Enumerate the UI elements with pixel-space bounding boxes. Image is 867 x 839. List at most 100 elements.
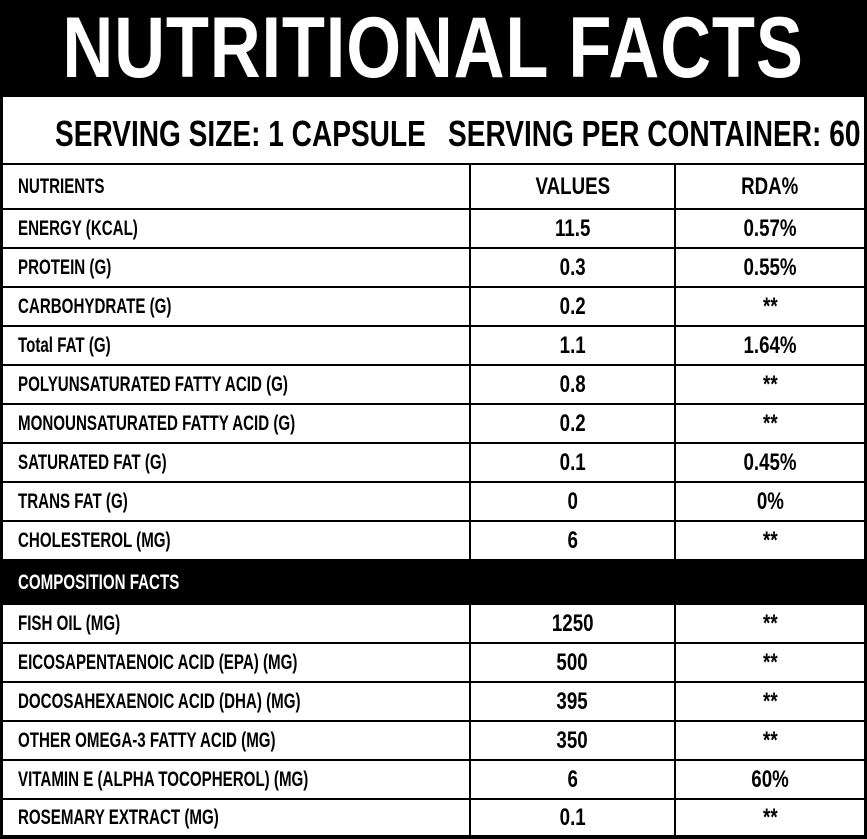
table-cell: 1.64%	[676, 327, 864, 364]
column-header: VALUES	[535, 172, 610, 200]
table-cell: 0.1	[471, 444, 676, 481]
table-cell: ENERGY (KCAL)	[3, 210, 471, 247]
table-cell: MONOUNSATURATED FATTY ACID (G)	[3, 405, 471, 442]
cell-text: CHOLESTEROL (MG)	[18, 528, 171, 552]
table-cell: VALUES	[471, 165, 676, 208]
table-cell: 0	[471, 483, 676, 520]
table-cell: 0.45%	[676, 444, 864, 481]
cell-text: DOCOSAHEXAENOIC ACID (DHA) (MG)	[18, 689, 301, 713]
cell-text: OTHER OMEGA-3 FATTY ACID (MG)	[18, 728, 276, 752]
table-row: FISH OIL (MG) 1250 **	[3, 605, 864, 644]
cell-text: FISH OIL (MG)	[18, 611, 121, 635]
cell-text: SATURATED FAT (G)	[18, 450, 167, 474]
cell-text: **	[762, 687, 778, 715]
cell-text: EICOSAPENTAENOIC ACID (EPA) (MG)	[18, 650, 298, 674]
table-cell: 0.55%	[676, 249, 864, 286]
section-title: COMPOSITION FACTS	[18, 571, 180, 594]
table-cell: CARBOHYDRATE (G)	[3, 288, 471, 325]
table-cell: **	[676, 722, 864, 759]
cell-text: 395	[556, 687, 589, 715]
cell-text: 60%	[751, 765, 789, 793]
cell-text: TRANS FAT (G)	[18, 489, 128, 513]
table-cell: TRANS FAT (G)	[3, 483, 471, 520]
table-row: SATURATED FAT (G) 0.1 0.45%	[3, 444, 864, 483]
cell-text: **	[762, 292, 778, 320]
table-cell: OTHER OMEGA-3 FATTY ACID (MG)	[3, 722, 471, 759]
cell-text: ROSEMARY EXTRACT (MG)	[18, 805, 219, 829]
cell-text: 0.1	[559, 448, 586, 476]
cell-text: POLYUNSATURATED FATTY ACID (G)	[18, 372, 288, 396]
table-cell: EICOSAPENTAENOIC ACID (EPA) (MG)	[3, 644, 471, 681]
cell-text: Total FAT (G)	[18, 333, 111, 357]
cell-text: 11.5	[554, 214, 591, 242]
serving-size: SERVING SIZE: 1 CAPSULE	[55, 113, 426, 154]
cell-text: **	[762, 803, 778, 831]
section-band: COMPOSITION FACTS	[3, 561, 864, 605]
cell-text: 1.1	[559, 331, 586, 359]
cell-text: 0.2	[559, 292, 586, 320]
cell-text: 0%	[756, 487, 784, 515]
table-cell: **	[676, 605, 864, 642]
cell-text: CARBOHYDRATE (G)	[18, 294, 172, 318]
table-row: PROTEIN (G) 0.3 0.55%	[3, 249, 864, 288]
table-cell: VITAMIN E (ALPHA TOCOPHEROL) (MG)	[3, 761, 471, 798]
table-cell: 0.8	[471, 366, 676, 403]
table-row: Total FAT (G) 1.1 1.64%	[3, 327, 864, 366]
cell-text: 6	[567, 765, 578, 793]
table-row: CARBOHYDRATE (G) 0.2 **	[3, 288, 864, 327]
table-row: VITAMIN E (ALPHA TOCOPHEROL) (MG) 6 60%	[3, 761, 864, 800]
table-cell: **	[676, 366, 864, 403]
cell-text: **	[762, 526, 778, 554]
cell-text: 0.57%	[743, 214, 797, 242]
table-cell: 0.1	[471, 800, 676, 835]
table-row: EICOSAPENTAENOIC ACID (EPA) (MG) 500 **	[3, 644, 864, 683]
table-row: MONOUNSATURATED FATTY ACID (G) 0.2 **	[3, 405, 864, 444]
table-row: CHOLESTEROL (MG) 6 **	[3, 522, 864, 561]
cell-text: 0.1	[559, 803, 586, 831]
table-row: TRANS FAT (G) 0 0%	[3, 483, 864, 522]
title-band: NUTRITIONAL FACTS	[3, 0, 864, 97]
table-cell: FISH OIL (MG)	[3, 605, 471, 642]
header-row: NUTRIENTS VALUES RDA%	[3, 165, 864, 210]
table-cell: DOCOSAHEXAENOIC ACID (DHA) (MG)	[3, 683, 471, 720]
table-cell: SATURATED FAT (G)	[3, 444, 471, 481]
table-cell: **	[676, 405, 864, 442]
table-row: DOCOSAHEXAENOIC ACID (DHA) (MG) 395 **	[3, 683, 864, 722]
serving-row: SERVING SIZE: 1 CAPSULE SERVING PER CONT…	[3, 97, 864, 165]
table: NUTRIENTS VALUES RDA% ENERGY (KCAL) 11.5 0.57…	[3, 165, 864, 837]
table-cell: **	[676, 288, 864, 325]
table-cell: 6	[471, 522, 676, 559]
table-cell: 350	[471, 722, 676, 759]
table-row: OTHER OMEGA-3 FATTY ACID (MG) 350 **	[3, 722, 864, 761]
table-cell: RDA%	[676, 165, 864, 208]
table-cell: 0.57%	[676, 210, 864, 247]
cell-text: **	[762, 409, 778, 437]
table-cell: 6	[471, 761, 676, 798]
table-cell: 0.2	[471, 405, 676, 442]
table-cell: 0%	[676, 483, 864, 520]
cell-text: 6	[567, 526, 578, 554]
cell-text: 1.64%	[743, 331, 797, 359]
cell-text: 350	[556, 726, 589, 754]
cell-text: 0.8	[559, 370, 586, 398]
table-cell: **	[676, 683, 864, 720]
table-row: POLYUNSATURATED FATTY ACID (G) 0.8 **	[3, 366, 864, 405]
table-row: ROSEMARY EXTRACT (MG) 0.1 **	[3, 800, 864, 837]
cell-text: PROTEIN (G)	[18, 255, 112, 279]
cell-text: 0.55%	[743, 253, 797, 281]
cell-text: 0.2	[559, 409, 586, 437]
table-cell: CHOLESTEROL (MG)	[3, 522, 471, 559]
title: NUTRITIONAL FACTS	[62, 0, 805, 96]
column-header: NUTRIENTS	[18, 174, 105, 198]
cell-text: VITAMIN E (ALPHA TOCOPHEROL) (MG)	[18, 767, 309, 791]
cell-text: **	[762, 370, 778, 398]
table-cell: NUTRIENTS	[3, 165, 471, 208]
table-cell: **	[676, 800, 864, 835]
table-cell: 500	[471, 644, 676, 681]
table-cell: 60%	[676, 761, 864, 798]
table-cell: 11.5	[471, 210, 676, 247]
cell-text: 500	[556, 648, 589, 676]
table-cell: Total FAT (G)	[3, 327, 471, 364]
